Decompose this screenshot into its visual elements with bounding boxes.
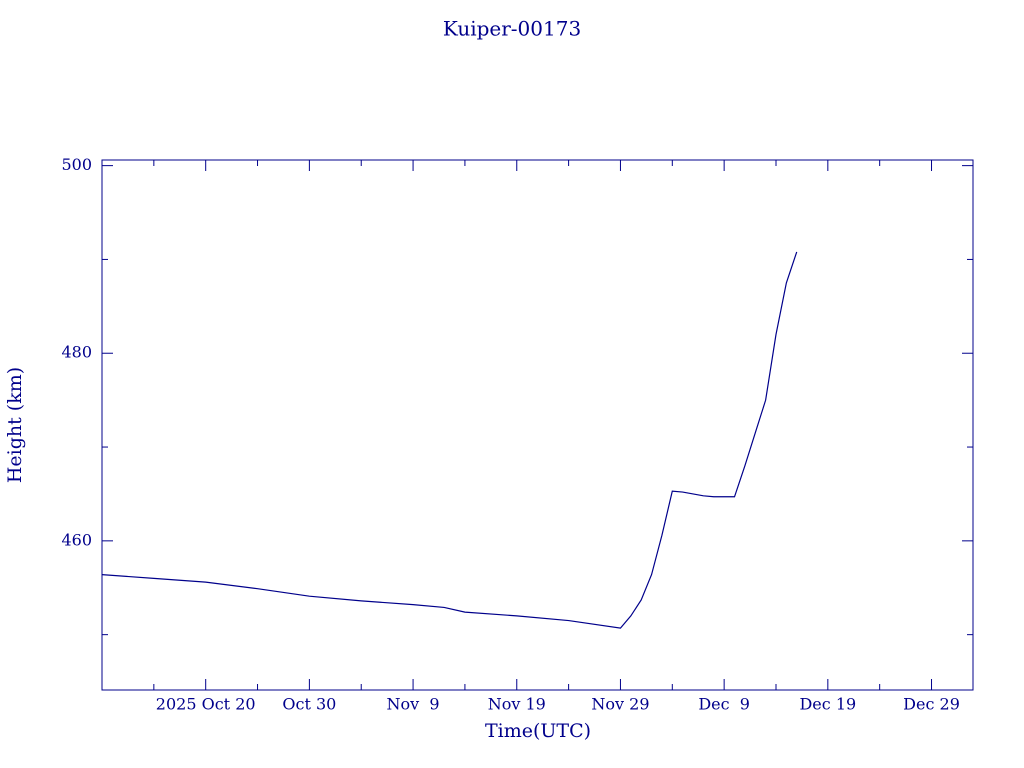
x-tick-label: Oct 30 [282, 695, 336, 714]
x-axis-label: Time(UTC) [485, 720, 591, 742]
x-tick-label: 2025 Oct 20 [156, 695, 256, 714]
x-tick-label: Dec 19 [799, 695, 856, 714]
y-axis-label: Height (km) [4, 367, 26, 483]
plot-frame [101, 159, 974, 691]
x-tick-label: Dec 9 [698, 695, 750, 714]
y-tick-label: 460 [61, 530, 92, 549]
x-tick-label: Nov 9 [387, 695, 440, 714]
data-line [101, 251, 798, 629]
y-tick-label: 500 [61, 155, 92, 174]
x-tick-label: Nov 29 [591, 695, 649, 714]
chart-title: Kuiper-00173 [443, 17, 581, 41]
x-tick-label: Dec 29 [903, 695, 960, 714]
y-tick-label: 480 [61, 343, 92, 362]
x-tick-label: Nov 19 [488, 695, 546, 714]
